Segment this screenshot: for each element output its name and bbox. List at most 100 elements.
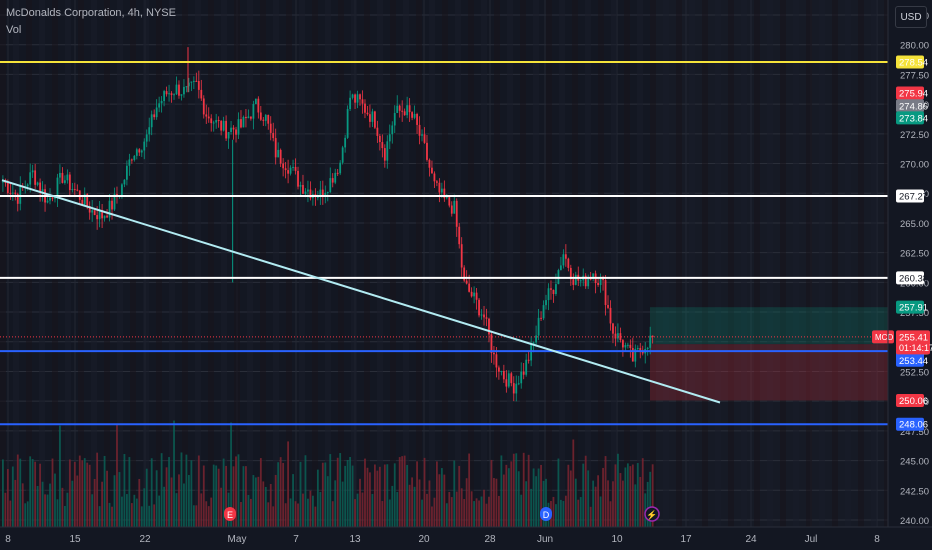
- volume-bar: [567, 464, 570, 527]
- candle-body: [470, 291, 473, 297]
- candle-body: [195, 80, 198, 82]
- candle-body: [438, 182, 441, 193]
- background-band: [143, 0, 149, 527]
- volume-bar: [316, 469, 319, 527]
- currency-button[interactable]: USD: [895, 6, 927, 28]
- candle-body: [165, 91, 168, 95]
- volume-bar: [512, 453, 515, 527]
- background-band: [130, 0, 136, 527]
- candle-body: [180, 94, 183, 96]
- candle-body: [297, 170, 299, 187]
- candle-body: [445, 196, 448, 199]
- candle-body: [500, 371, 503, 373]
- volume-bar: [341, 481, 344, 527]
- volume-bar: [96, 452, 99, 527]
- candle-body: [245, 116, 247, 119]
- candle-body: [426, 142, 428, 160]
- background-band: [156, 0, 162, 527]
- candle-body: [374, 111, 376, 128]
- volume-bar: [622, 480, 624, 527]
- candle-body: [277, 149, 280, 158]
- background-band: [26, 0, 32, 527]
- candle-body: [319, 189, 322, 197]
- volume-bar: [448, 492, 451, 527]
- volume-bar: [401, 456, 404, 527]
- volume-bar: [287, 441, 289, 527]
- candle-body: [324, 192, 327, 197]
- background-band: [91, 0, 97, 527]
- volume-bar: [641, 458, 644, 527]
- trendline[interactable]: [1, 179, 721, 404]
- volume-bar: [192, 505, 195, 527]
- candle-body: [108, 200, 111, 218]
- volume-bar: [245, 466, 247, 527]
- volume-bar: [592, 480, 595, 527]
- take-profit-zone: [650, 307, 888, 345]
- candle-body: [121, 184, 123, 196]
- volume-bar: [413, 486, 416, 527]
- volume-bar: [381, 501, 384, 527]
- volume-bar: [269, 483, 272, 527]
- background-band: [78, 0, 84, 527]
- candle-body: [227, 131, 230, 139]
- background-band: [13, 0, 19, 527]
- background-band: [377, 0, 383, 527]
- candle-body: [113, 193, 116, 210]
- volume-bar: [388, 499, 391, 527]
- candle-body: [574, 274, 577, 285]
- background-band: [273, 0, 279, 527]
- volume-bar: [473, 501, 475, 527]
- volume-bar: [644, 493, 647, 527]
- candle-body: [525, 359, 528, 375]
- volume-bar: [272, 506, 275, 527]
- candle-body: [411, 112, 413, 118]
- background-band: [221, 0, 227, 527]
- candle-body: [339, 162, 342, 174]
- price-axis-tick: 252.50: [900, 367, 929, 378]
- volume-bar: [483, 489, 485, 527]
- volume-bar: [185, 454, 188, 527]
- volume-bar: [584, 455, 587, 527]
- candle-body: [532, 342, 535, 344]
- candle-body: [361, 99, 364, 104]
- volume-bar: [391, 485, 394, 527]
- volume-bar: [614, 464, 617, 527]
- volume-bar: [557, 458, 560, 527]
- candle-body: [540, 317, 542, 319]
- volume-bar: [393, 463, 396, 527]
- background-band: [507, 0, 513, 527]
- volume-bar: [163, 486, 165, 527]
- horizontal-levels[interactable]: [0, 61, 888, 426]
- long-position-tool[interactable]: [650, 307, 888, 401]
- candle-body: [401, 110, 404, 112]
- event-markers[interactable]: E D ⚡: [224, 506, 660, 522]
- volume-bar: [78, 455, 81, 527]
- price-tag: 273.84: [899, 113, 928, 124]
- volume-bar: [416, 461, 418, 527]
- background-band: [338, 0, 344, 527]
- candle-body: [148, 127, 151, 135]
- volume-bar: [180, 452, 183, 527]
- current-price-tag-bg: [896, 330, 930, 355]
- background-band: [858, 0, 864, 527]
- price-tag-bg: [896, 393, 924, 407]
- background-band: [741, 0, 747, 527]
- volume-bar: [188, 475, 190, 527]
- candle-body: [547, 288, 550, 301]
- volume-bar: [319, 491, 322, 527]
- candle-body: [158, 103, 161, 108]
- candle-body: [507, 373, 510, 387]
- background-band: [676, 0, 682, 527]
- price-axis-tick: 277.50: [900, 70, 929, 81]
- volume-bar: [121, 496, 123, 527]
- candle-body: [359, 94, 361, 100]
- volume-bar: [326, 476, 329, 527]
- candle-body: [202, 98, 205, 115]
- candle-body: [364, 103, 366, 113]
- volume-bar: [148, 505, 151, 527]
- candle-body: [259, 112, 262, 120]
- candle-body: [39, 182, 41, 192]
- candle-body: [396, 105, 399, 113]
